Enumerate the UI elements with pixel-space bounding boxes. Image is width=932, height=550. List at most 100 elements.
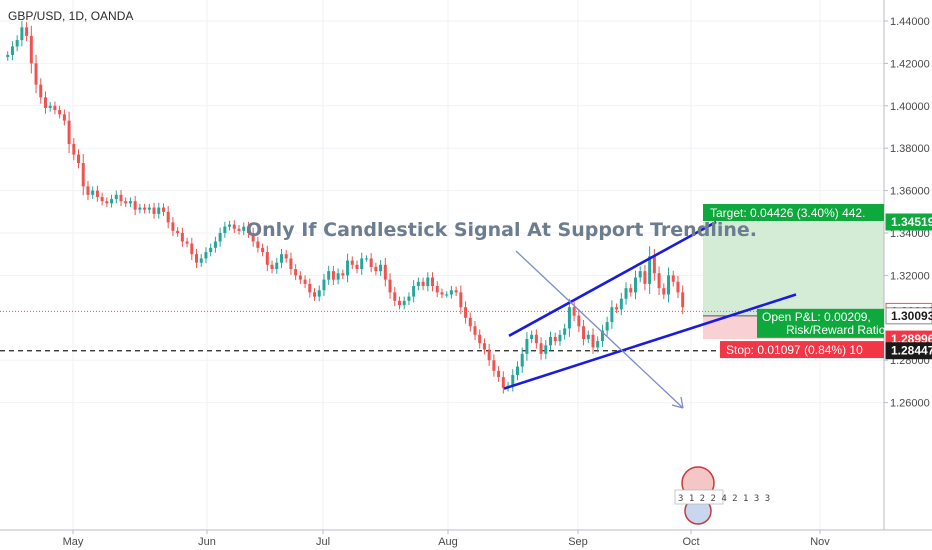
candle xyxy=(558,329,562,346)
candle xyxy=(515,361,519,381)
candle-body xyxy=(275,262,279,270)
target-label: Target: 0.04426 (3.40%) 442. xyxy=(703,203,884,221)
candle xyxy=(449,286,453,299)
annotation-arrow-line[interactable] xyxy=(515,250,684,409)
candle xyxy=(534,329,538,349)
candle-body xyxy=(77,154,81,164)
candle xyxy=(619,292,623,316)
candle xyxy=(582,319,586,346)
candle xyxy=(265,245,269,272)
candle xyxy=(662,283,666,300)
trendlines[interactable] xyxy=(503,220,797,390)
candle-body xyxy=(341,273,345,276)
candle xyxy=(633,270,637,300)
candle xyxy=(39,78,43,104)
target-label-bg xyxy=(703,203,884,221)
candle xyxy=(199,254,203,267)
candle xyxy=(383,257,387,287)
candle xyxy=(350,256,354,270)
candle xyxy=(530,330,534,344)
candle xyxy=(157,202,161,219)
candlestick-series xyxy=(6,21,685,394)
candle xyxy=(511,369,515,392)
candle-body xyxy=(39,84,43,98)
annotation-layer[interactable]: Only If Candlestick Signal At Support Tr… xyxy=(246,219,757,409)
candle xyxy=(195,248,199,268)
candle-body xyxy=(539,343,543,354)
candle-body xyxy=(482,343,486,350)
candle-body xyxy=(440,292,444,295)
candle xyxy=(657,266,661,296)
candle-body xyxy=(143,207,147,210)
candle xyxy=(525,332,529,361)
candle xyxy=(610,300,614,329)
candle-body xyxy=(303,279,307,284)
candle xyxy=(676,275,680,299)
candle xyxy=(10,41,14,61)
candle xyxy=(251,227,255,247)
candle xyxy=(379,260,383,276)
candle-body xyxy=(619,298,623,310)
candle-body xyxy=(91,190,95,195)
candle-body xyxy=(119,194,123,202)
candle xyxy=(586,330,590,344)
candle-body xyxy=(43,97,47,108)
candle-body xyxy=(615,307,619,310)
candle xyxy=(435,281,439,298)
candle-body xyxy=(105,201,109,204)
candle xyxy=(171,217,175,237)
flag-logo: 3 1 2 2 4 2 1 3 3 xyxy=(674,466,770,525)
candle xyxy=(563,323,567,340)
candle xyxy=(204,247,208,264)
candle-body xyxy=(223,226,227,233)
candle-body xyxy=(464,307,468,318)
candle-body xyxy=(298,275,302,280)
candle-body xyxy=(586,334,590,339)
candle-body xyxy=(6,54,10,58)
time-axis[interactable]: May Jun Jul Aug Sep Oct Nov xyxy=(63,530,831,548)
candle xyxy=(190,237,194,261)
annotation-text[interactable]: Only If Candlestick Signal At Support Tr… xyxy=(246,219,757,241)
candle xyxy=(549,331,553,351)
candle-body xyxy=(313,292,317,297)
candle-body xyxy=(308,283,312,293)
candle xyxy=(416,277,420,291)
candle-body xyxy=(237,228,241,231)
annotation-arrow-head[interactable] xyxy=(671,396,684,409)
candle xyxy=(289,252,293,275)
candle xyxy=(303,275,307,289)
candle-body xyxy=(572,307,576,316)
x-tick-label: Sep xyxy=(568,536,588,548)
candle-body xyxy=(412,286,416,297)
resistance-trendline[interactable] xyxy=(508,220,717,337)
candle xyxy=(388,273,392,299)
candle-body xyxy=(331,271,335,280)
target-label-text: Target: 0.04426 (3.40%) 442. xyxy=(710,206,865,220)
candle-body xyxy=(190,243,194,255)
candle xyxy=(577,309,581,333)
candle xyxy=(643,264,647,291)
x-tick-label: Jul xyxy=(316,536,330,548)
candle xyxy=(180,227,184,247)
price-label-target: 1.34519 xyxy=(885,213,932,231)
support-trendline[interactable] xyxy=(503,293,797,390)
candle-body xyxy=(449,290,453,295)
candle-body xyxy=(152,207,156,214)
candle-body xyxy=(407,296,411,301)
y-tick-label: 1.34000 xyxy=(890,228,930,240)
candle-body xyxy=(161,207,165,212)
candle-body xyxy=(511,375,515,386)
target-zone[interactable] xyxy=(703,221,884,316)
pnl-label-bg xyxy=(757,308,884,338)
candle xyxy=(114,190,118,204)
candle xyxy=(232,220,236,233)
candle-body xyxy=(497,370,501,378)
candle-body xyxy=(176,230,180,233)
price-label-text: 1.28447 xyxy=(891,344,932,358)
candle xyxy=(482,338,486,355)
candle xyxy=(185,237,189,248)
candle-body xyxy=(638,271,642,278)
candle-body xyxy=(29,35,33,64)
